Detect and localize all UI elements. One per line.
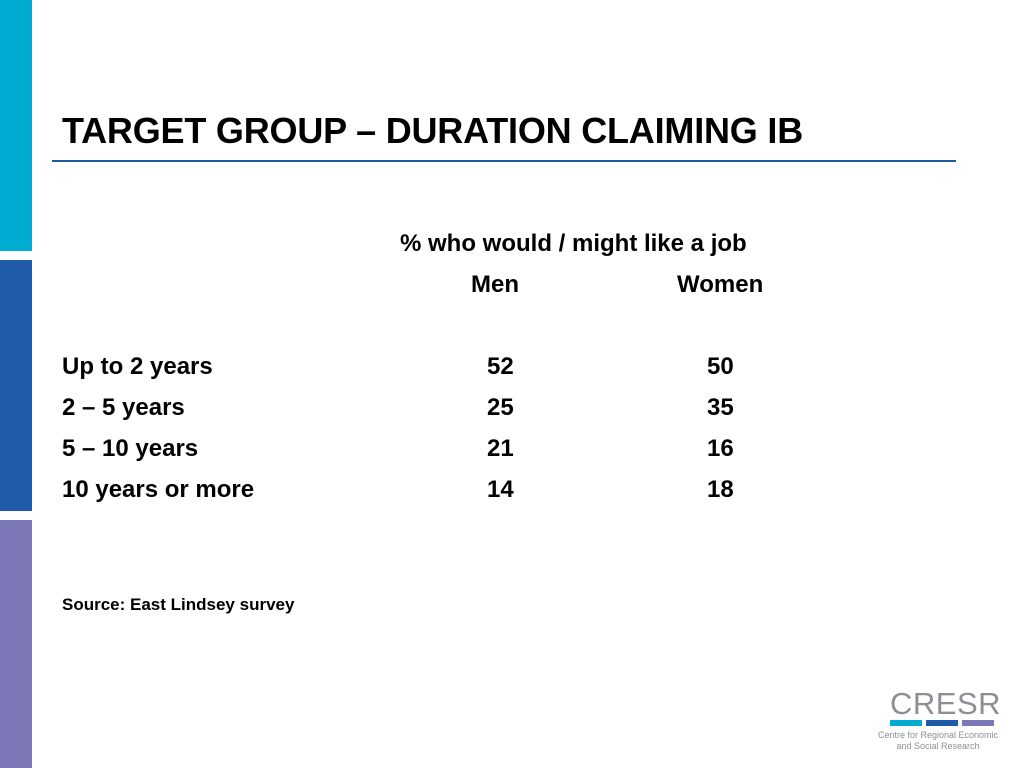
logo-stripe-purple	[962, 720, 994, 726]
slide-title: TARGET GROUP – DURATION CLAIMING IB	[62, 110, 804, 151]
logo-subtitle: Centre for Regional Economic and Social …	[876, 730, 1000, 752]
column-header-women: Women	[677, 271, 764, 298]
side-bar-purple	[0, 520, 32, 768]
logo-stripe-blue	[926, 720, 958, 726]
logo-wordmark: CRESR	[890, 686, 1002, 721]
men-value: 25	[487, 394, 514, 421]
men-value: 52	[487, 353, 514, 380]
logo-subtitle-line1: Centre for Regional Economic	[877, 730, 999, 740]
title-underline	[52, 160, 956, 162]
women-value: 35	[707, 394, 734, 421]
men-value: 14	[487, 476, 514, 503]
logo-subtitle-line2: and Social Research	[896, 741, 980, 751]
source-note: Source: East Lindsey survey	[62, 595, 295, 614]
logo-stripe-cyan	[890, 720, 922, 726]
table-caption: % who would / might like a job	[400, 230, 747, 257]
side-bar-cyan	[0, 0, 32, 251]
men-value: 21	[487, 435, 514, 462]
row-label: Up to 2 years	[62, 353, 213, 380]
side-bar-blue	[0, 260, 32, 511]
women-value: 50	[707, 353, 734, 380]
row-label: 10 years or more	[62, 476, 255, 503]
column-header-men: Men	[471, 271, 519, 298]
women-value: 16	[707, 435, 734, 462]
row-label: 5 – 10 years	[62, 435, 199, 462]
women-value: 18	[707, 476, 734, 503]
row-label: 2 – 5 years	[62, 394, 185, 421]
cresr-logo: CRESR Centre for Regional Economic and S…	[876, 686, 1002, 754]
